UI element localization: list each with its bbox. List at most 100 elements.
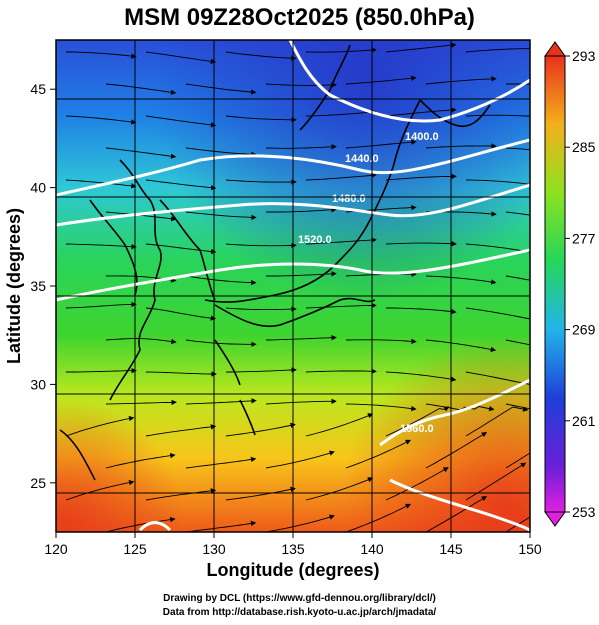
y-tick-label: 35	[30, 278, 46, 294]
colorbar-tick-label: 285	[572, 139, 596, 155]
streamline	[66, 367, 137, 374]
contour-label: 1520.0	[298, 234, 332, 246]
plot-area: 1400.0 1440.0 1480.0 1520.0 1560.0	[56, 40, 530, 532]
streamline	[265, 450, 335, 469]
streamline	[305, 47, 377, 53]
coastlines	[59, 44, 491, 481]
streamline	[265, 398, 337, 405]
streamline	[225, 486, 296, 501]
streamline	[385, 406, 450, 437]
x-tick-label: 120	[44, 541, 68, 557]
x-tick-label: 130	[202, 541, 226, 557]
streamline	[226, 367, 297, 373]
streamline	[345, 503, 412, 532]
colorbar-top-arrow	[544, 41, 566, 57]
streamline	[65, 479, 135, 501]
streamline	[465, 462, 527, 501]
streamline	[505, 339, 530, 346]
colorbar-tick-label: 253	[572, 504, 596, 520]
streamline	[425, 275, 497, 285]
streamline	[265, 514, 335, 532]
streamline	[506, 83, 530, 85]
streamline	[185, 456, 257, 469]
streamline	[465, 114, 530, 117]
streamline	[425, 76, 497, 85]
streamline	[185, 211, 257, 221]
map-title: MSM 09Z28Oct2025 (850.0hPa)	[124, 4, 475, 31]
streamline	[305, 302, 377, 309]
streamline	[385, 42, 457, 53]
streamline	[225, 306, 297, 312]
contour-label: 1440.0	[345, 153, 379, 165]
y-tick-label: 40	[30, 180, 46, 196]
streamline	[65, 301, 137, 309]
colorbar-tick-label: 293	[572, 48, 596, 64]
streamline	[465, 179, 530, 185]
y-axis-label: Latitude (degrees)	[4, 208, 24, 364]
streamline	[425, 496, 488, 532]
x-axis: 120 125 130 135 140 145 150	[44, 532, 542, 557]
colorbar: 293 285 277 269 261 253	[544, 41, 596, 527]
streamline	[465, 406, 529, 437]
colorbar-tick-label: 277	[572, 230, 596, 246]
streamline	[65, 179, 137, 189]
streamline	[185, 520, 257, 532]
streamline	[145, 179, 217, 191]
credits: Drawing by DCL (https://www.gfd-dennou.o…	[0, 592, 599, 620]
x-tick-label: 145	[439, 541, 463, 557]
streamline	[105, 338, 177, 345]
streamline	[145, 51, 217, 65]
streamline	[305, 172, 377, 181]
streamline	[385, 371, 457, 382]
streamline	[305, 109, 377, 117]
x-tick-label: 140	[360, 541, 384, 557]
streamline	[145, 488, 217, 501]
colorbar-bottom-arrow	[544, 511, 566, 527]
y-tick-label: 45	[30, 81, 46, 97]
streamline	[185, 147, 257, 158]
streamline	[345, 338, 417, 345]
streamline	[265, 144, 337, 150]
contour-label: 1400.0	[405, 131, 439, 143]
streamline	[145, 307, 217, 321]
streamline	[65, 115, 137, 125]
streamline	[105, 147, 177, 159]
streamline	[385, 467, 449, 501]
streamline	[65, 243, 137, 250]
streamline	[225, 422, 296, 437]
streamline	[345, 439, 412, 469]
streamline	[145, 371, 217, 377]
credits-data: Data from http://database.rish.kyoto-u.a…	[162, 607, 437, 618]
streamline	[305, 413, 374, 437]
x-tick-label: 135	[281, 541, 305, 557]
streamline	[105, 83, 177, 95]
streamline	[66, 51, 137, 59]
height-contours	[56, 40, 530, 532]
streamline	[266, 207, 337, 213]
streamline	[505, 147, 530, 151]
x-tick-label: 150	[518, 541, 542, 557]
streamline	[425, 432, 488, 469]
streamline	[505, 403, 530, 410]
streamline	[65, 415, 135, 437]
streamline	[145, 115, 217, 128]
streamline	[465, 307, 530, 320]
streamline	[345, 403, 417, 412]
streamline	[305, 477, 374, 501]
streamline	[185, 398, 257, 405]
streamline	[225, 242, 297, 249]
streamline	[385, 107, 457, 117]
streamline	[105, 452, 176, 469]
contour-labels: 1400.0 1440.0 1480.0 1520.0 1560.0	[298, 131, 439, 435]
streamline	[505, 452, 530, 469]
credits-drawing: Drawing by DCL (https://www.gfd-dennou.o…	[163, 593, 436, 604]
streamline	[385, 173, 457, 181]
colorbar-gradient	[544, 55, 566, 513]
colorbar-tick-label: 261	[572, 413, 596, 429]
streamline	[385, 241, 457, 247]
streamline	[505, 275, 530, 281]
streamline	[465, 48, 530, 53]
streamline	[265, 82, 337, 88]
streamline	[185, 83, 257, 95]
